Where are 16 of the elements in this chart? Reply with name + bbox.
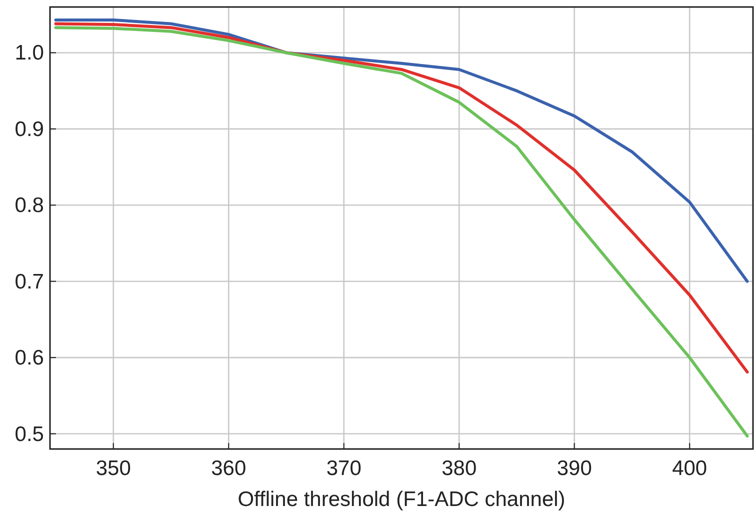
x-tick-label: 370 — [326, 457, 362, 480]
x-tick-label: 380 — [442, 457, 477, 480]
line-series — [54, 18, 749, 283]
y-tick-label: 0.8 — [14, 194, 44, 218]
x-tick-label: 400 — [672, 457, 708, 480]
y-tick-label: 0.6 — [14, 346, 44, 370]
x-tick-label: 350 — [96, 457, 131, 480]
y-tick-label: 0.9 — [14, 118, 44, 141]
line-series — [54, 26, 749, 438]
x-tick-label: 360 — [211, 457, 246, 480]
x-axis-title: Offline threshold (F1-ADC channel) — [238, 488, 566, 511]
y-tick-label: 0.7 — [14, 270, 44, 294]
y-tick-label: 1.0 — [14, 42, 44, 65]
y-tick-label: 0.5 — [14, 422, 44, 446]
x-tick-label: 390 — [556, 457, 592, 480]
line-series — [54, 22, 749, 374]
